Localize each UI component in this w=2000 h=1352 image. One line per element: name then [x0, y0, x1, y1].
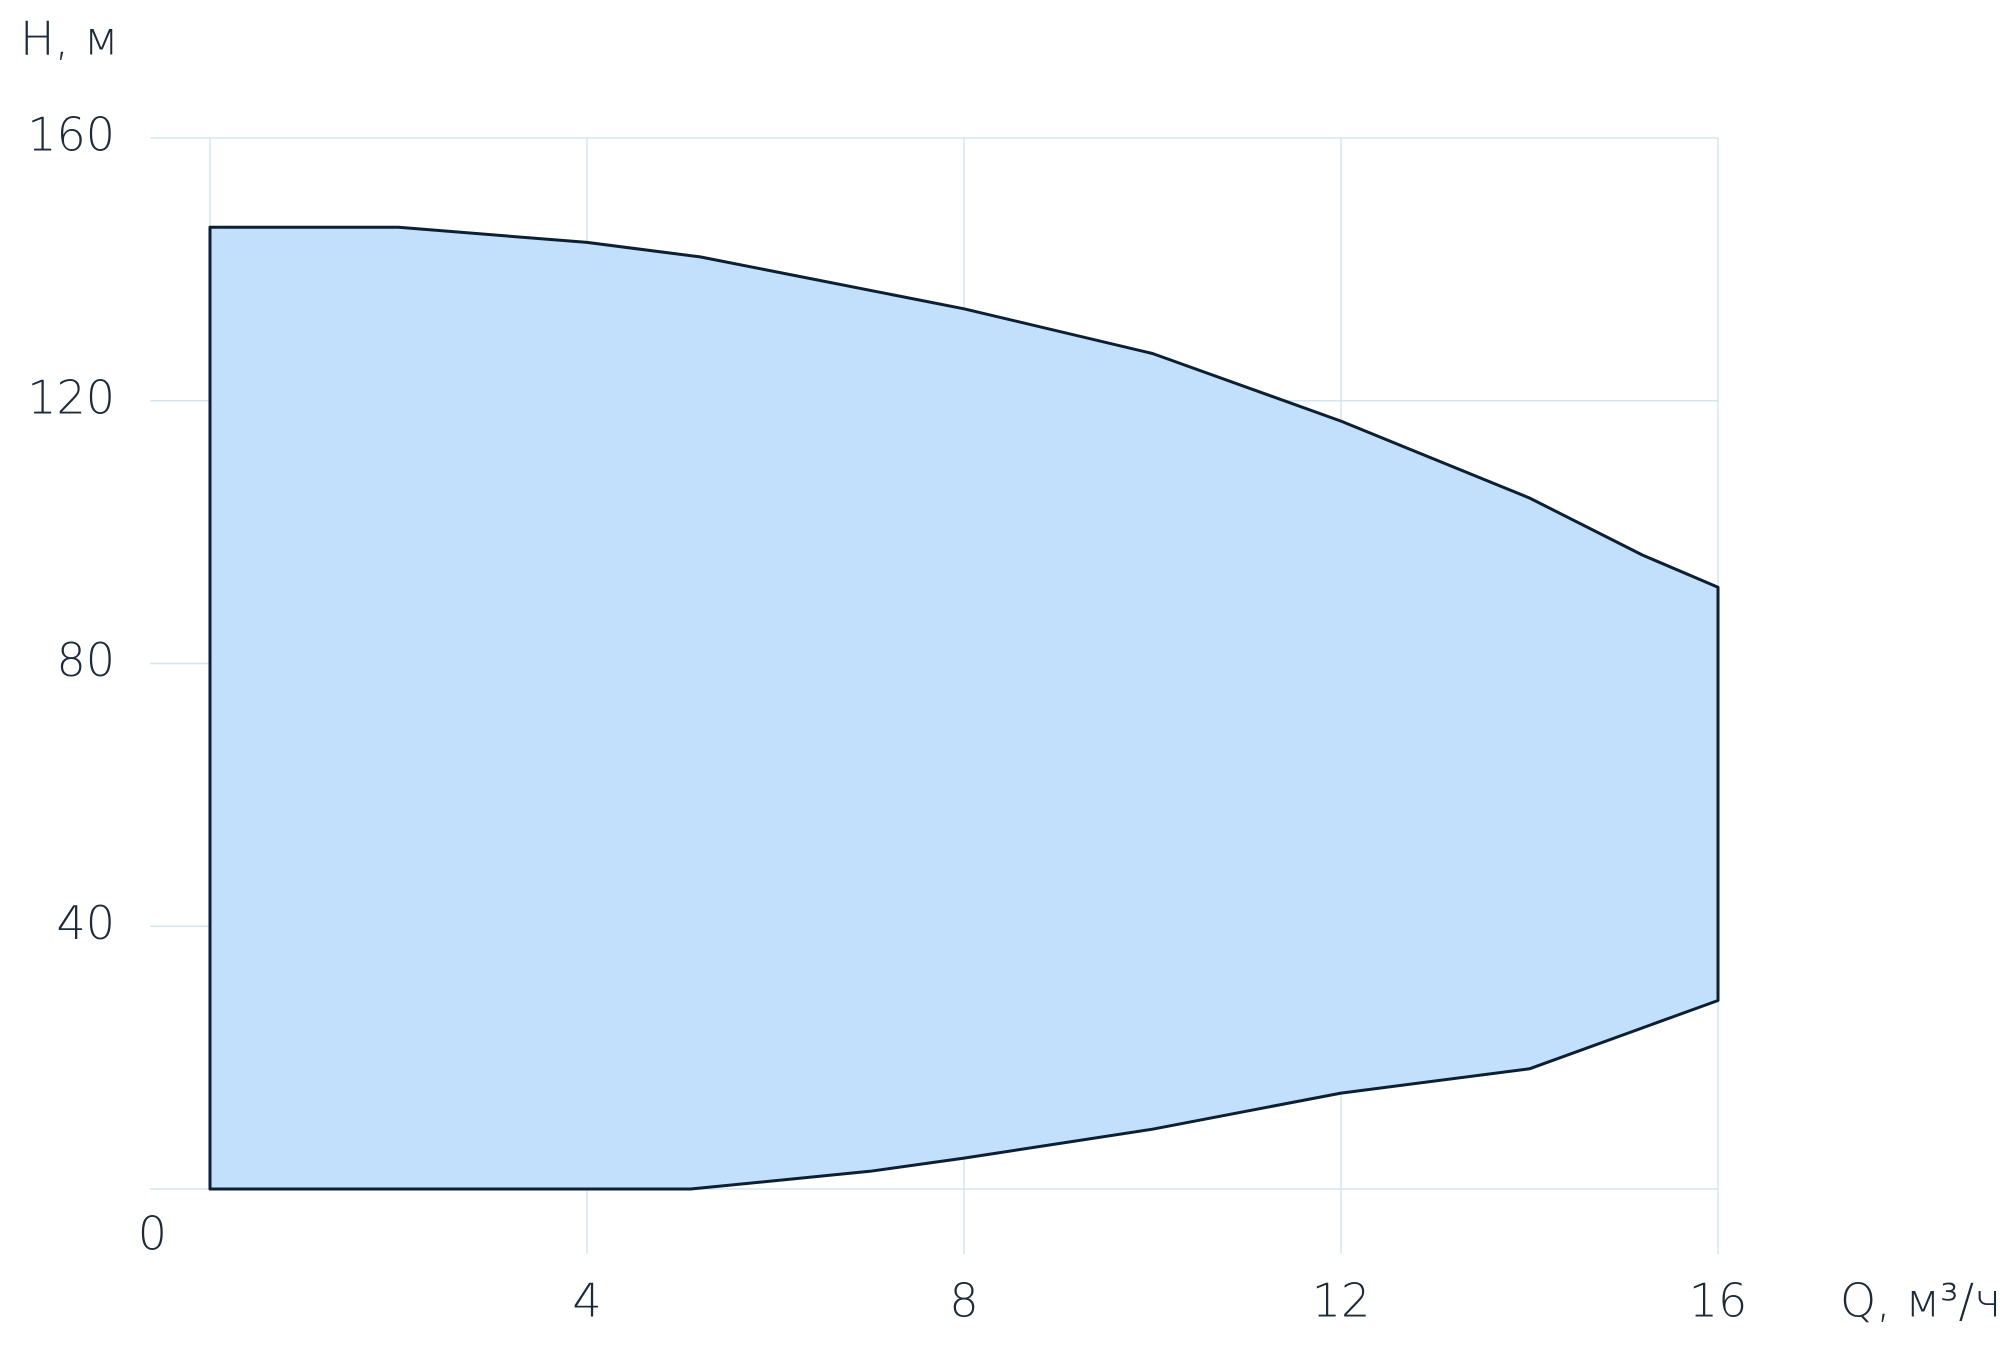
x-tick-label: 12 [1312, 1274, 1371, 1328]
y-tick-label: 160 [27, 108, 115, 162]
y-tick-label: 120 [27, 370, 115, 424]
y-axis-title: H, м [20, 12, 119, 66]
y-tick-label: 0 [138, 1207, 167, 1261]
y-tick-label: 40 [56, 896, 115, 950]
x-tick-label: 4 [572, 1274, 601, 1328]
area [208, 225, 1720, 1191]
y-tick-label: 80 [56, 633, 115, 687]
x-tick-label: 16 [1689, 1274, 1748, 1328]
x-axis-title: Q, м³/ч [1840, 1274, 2000, 1328]
x-tick-label: 8 [949, 1274, 978, 1328]
